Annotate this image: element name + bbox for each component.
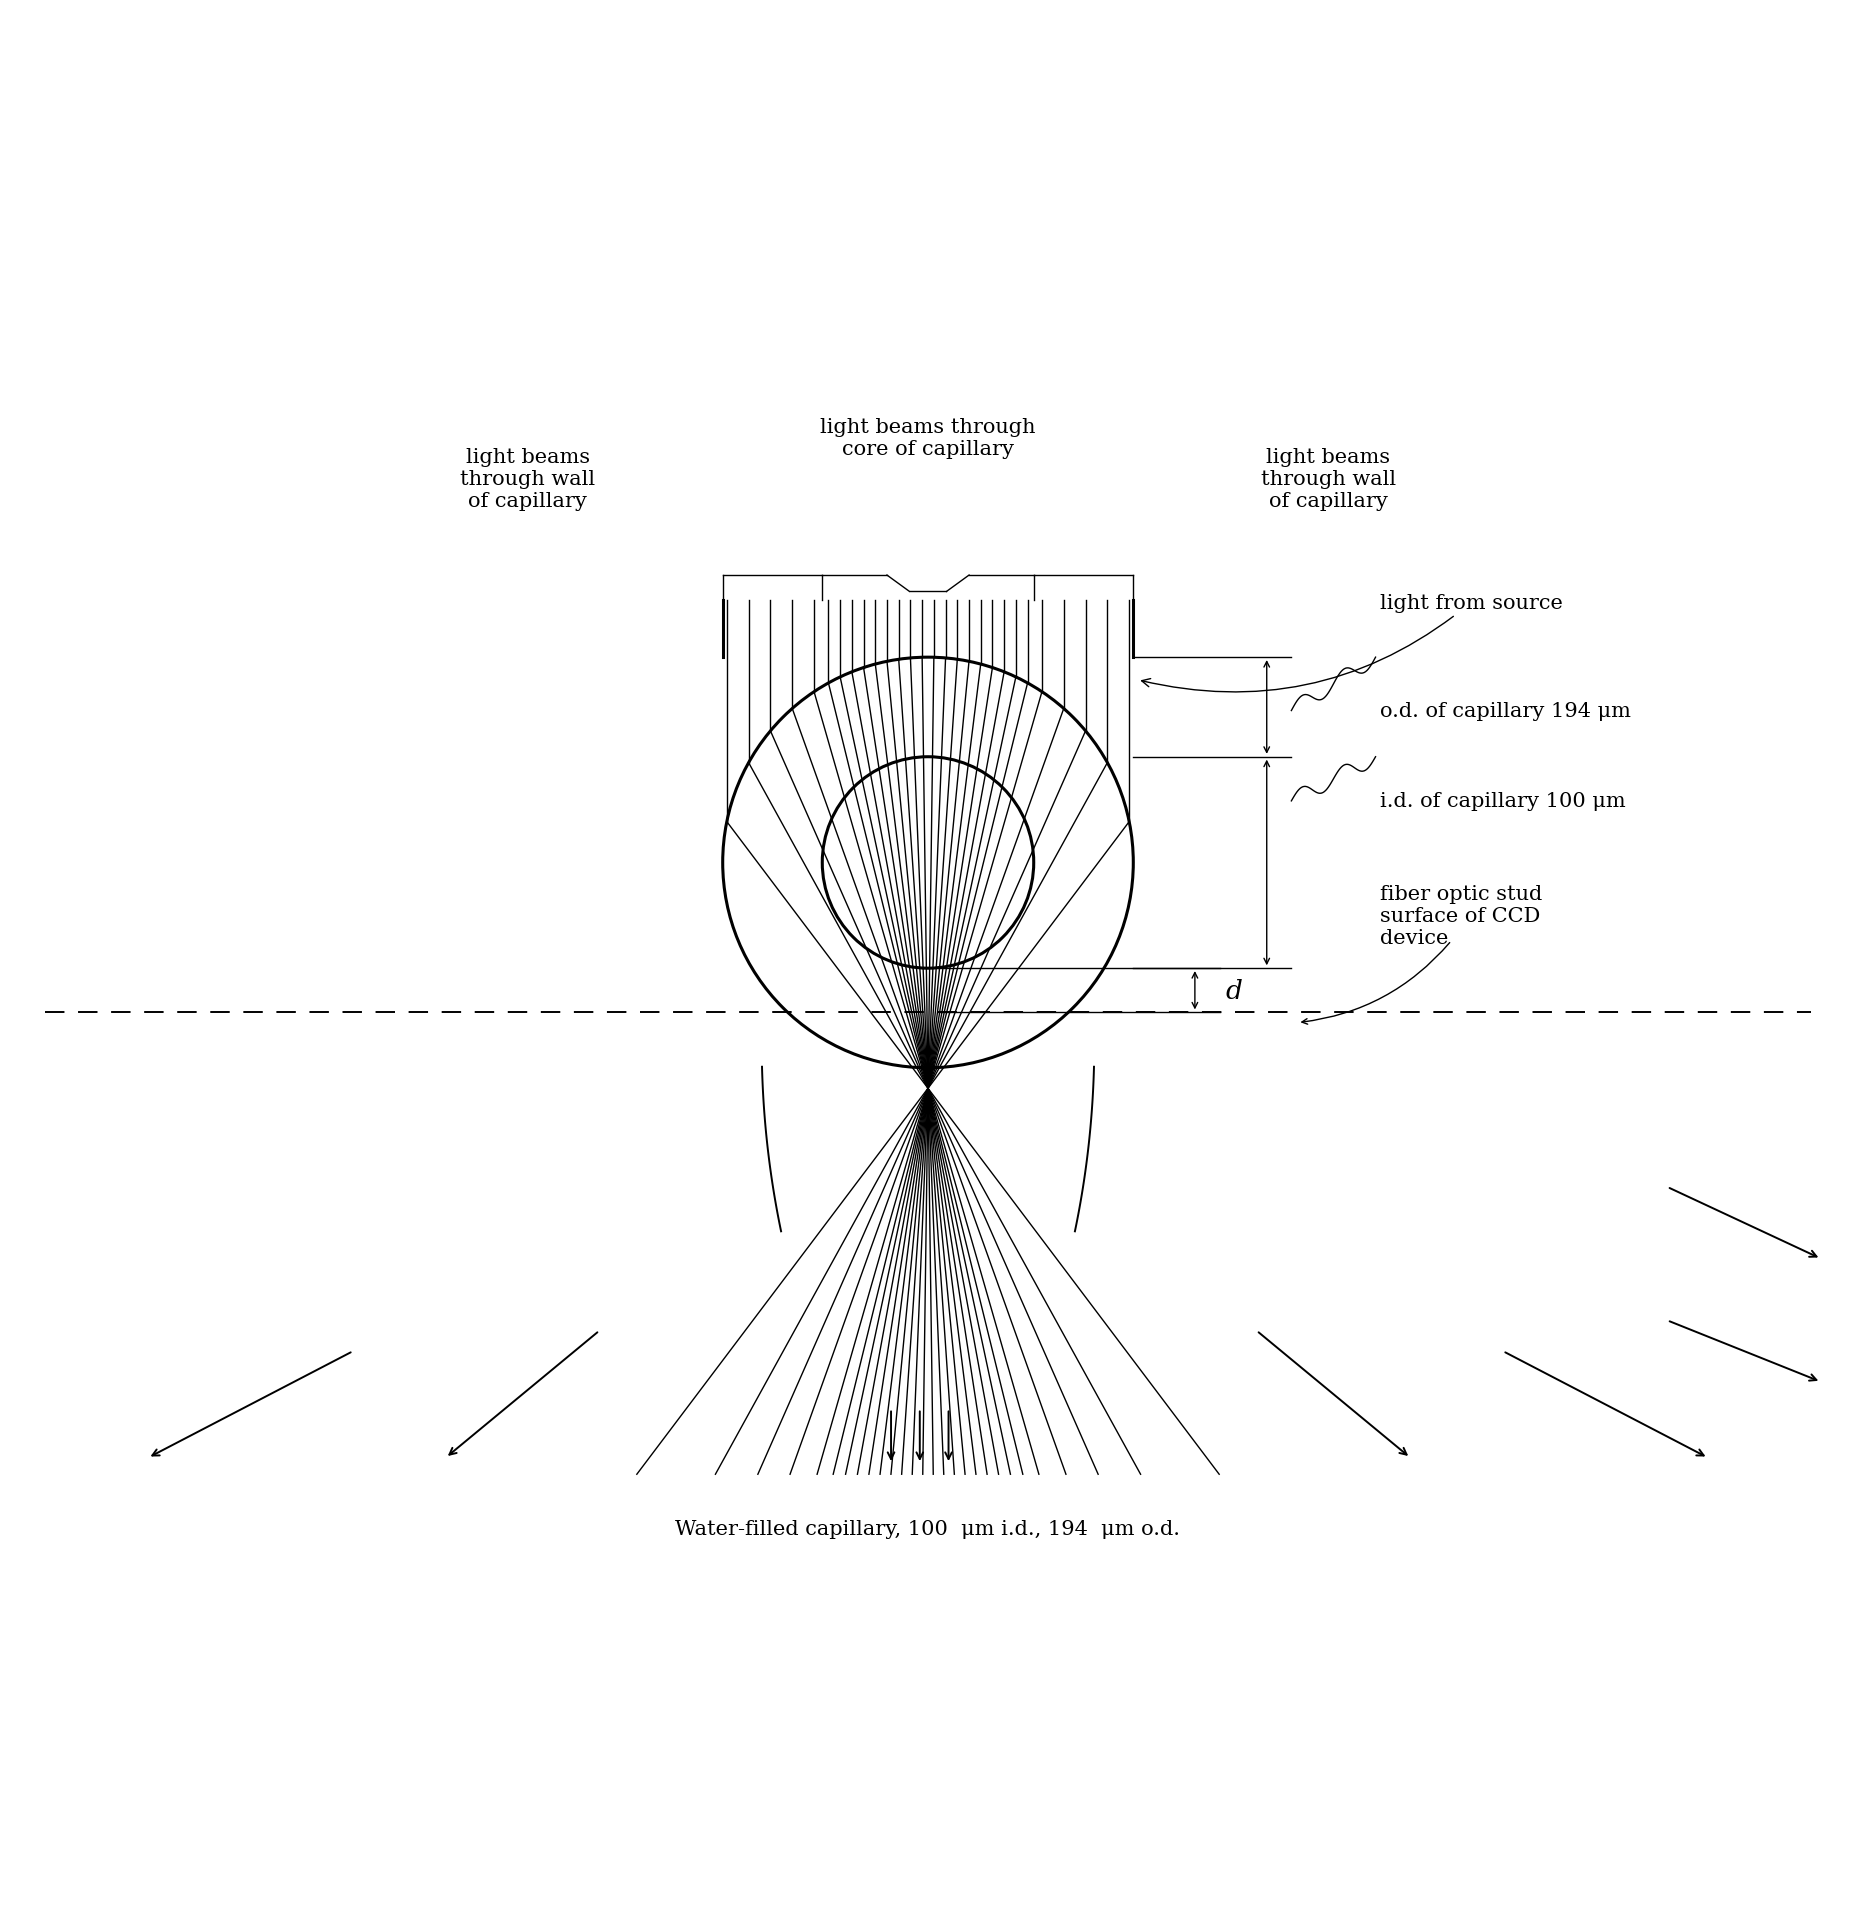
Text: light beams
through wall
of capillary: light beams through wall of capillary bbox=[460, 448, 595, 512]
Text: fiber optic stud
surface of CCD
device: fiber optic stud surface of CCD device bbox=[1378, 885, 1542, 948]
Text: light from source: light from source bbox=[1141, 594, 1562, 692]
Text: light beams through
core of capillary: light beams through core of capillary bbox=[820, 417, 1035, 460]
Text: o.d. of capillary 194 μm: o.d. of capillary 194 μm bbox=[1378, 702, 1631, 721]
Text: i.d. of capillary 100 μm: i.d. of capillary 100 μm bbox=[1378, 792, 1625, 812]
Text: Water-filled capillary, 100  μm i.d., 194  μm o.d.: Water-filled capillary, 100 μm i.d., 194… bbox=[675, 1519, 1180, 1538]
Text: d: d bbox=[1224, 979, 1241, 1004]
Text: light beams
through wall
of capillary: light beams through wall of capillary bbox=[1260, 448, 1395, 512]
